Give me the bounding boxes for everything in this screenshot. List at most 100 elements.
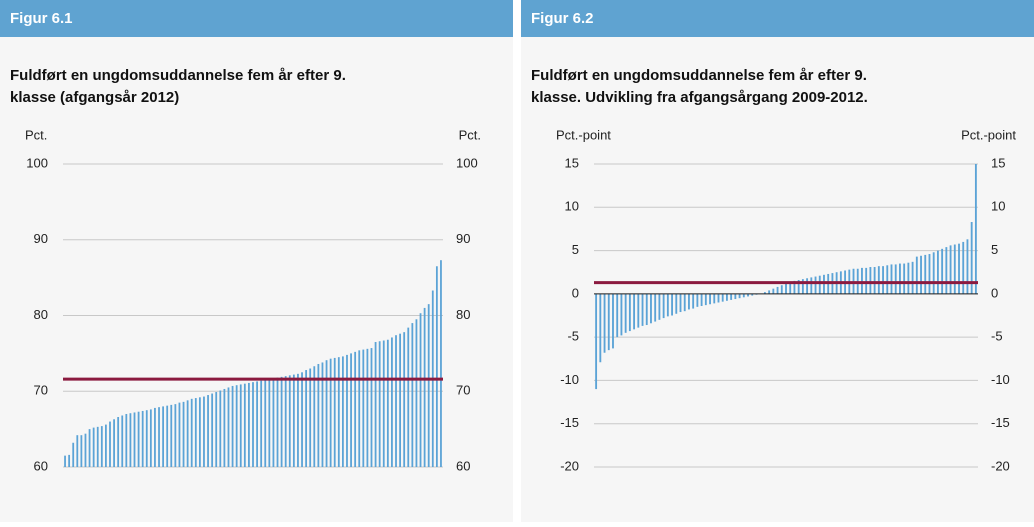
y2-tick-label: 10 (991, 199, 1005, 214)
bar (186, 400, 189, 467)
panel-header (0, 0, 513, 37)
panel-header (521, 0, 1034, 37)
bar (620, 293, 623, 336)
bar (742, 293, 745, 298)
bar (861, 267, 863, 294)
bar (329, 358, 332, 467)
bar (688, 293, 690, 310)
bar (907, 262, 910, 294)
bar (211, 393, 214, 467)
y-tick-label: -20 (560, 458, 579, 473)
bar (945, 247, 948, 294)
bar (121, 415, 124, 467)
bar (137, 411, 140, 467)
bar (911, 261, 914, 294)
bar (64, 455, 66, 467)
bar (354, 351, 357, 467)
bar (692, 293, 695, 309)
bar (941, 248, 944, 294)
bar (117, 417, 120, 467)
bar (633, 293, 636, 330)
bar (974, 164, 977, 294)
bar (915, 256, 918, 294)
bar (763, 292, 766, 294)
chart-title: Fuldført en ungdomsuddannelse fem år eft… (531, 67, 867, 84)
bar (683, 293, 686, 312)
bar (145, 410, 148, 467)
bar (704, 293, 707, 306)
bar (616, 293, 619, 338)
bar (362, 349, 365, 467)
bar (235, 385, 238, 467)
bar (721, 293, 724, 302)
bar (679, 293, 682, 313)
bar (125, 413, 128, 467)
bar (419, 313, 422, 467)
bar (603, 293, 606, 353)
bar (166, 405, 169, 467)
bar (154, 407, 156, 467)
bar (734, 293, 737, 300)
bar (717, 293, 720, 303)
bar (814, 276, 817, 294)
bar (772, 288, 775, 294)
bar (292, 374, 295, 467)
bar (109, 421, 111, 467)
bar (321, 362, 324, 467)
bar (223, 388, 226, 467)
bar (415, 319, 418, 467)
figure-label: Figur 6.1 (10, 10, 73, 27)
bar (624, 293, 627, 333)
bar (198, 397, 201, 467)
bar (231, 385, 234, 467)
bar (966, 239, 969, 294)
bar (928, 254, 931, 294)
bar (182, 401, 185, 467)
bar (650, 293, 652, 324)
y2-tick-label: 80 (456, 307, 470, 322)
bar (174, 404, 177, 467)
bar (72, 442, 75, 467)
y-tick-label: 15 (565, 155, 579, 170)
bar (162, 406, 165, 467)
bar (203, 396, 205, 467)
bar (599, 293, 602, 363)
bar (789, 281, 792, 294)
bar (301, 372, 303, 467)
bar (877, 266, 880, 294)
bar (658, 293, 661, 320)
bar (158, 407, 160, 467)
bar (170, 404, 173, 467)
bar (440, 260, 442, 467)
bar (953, 244, 956, 294)
y-tick-label: 90 (34, 231, 48, 246)
bar (865, 267, 868, 294)
bar (873, 267, 876, 294)
bar (84, 433, 87, 467)
bar (607, 293, 610, 351)
bar (313, 366, 316, 467)
y-tick-label: 70 (34, 383, 48, 398)
bar (105, 424, 107, 467)
bar (713, 293, 716, 304)
bar (810, 277, 813, 294)
chart-title: klasse. Udvikling fra afgangsårgang 2009… (531, 89, 868, 106)
bar (595, 293, 598, 390)
bar (738, 293, 741, 299)
bar (113, 419, 115, 467)
bar (411, 323, 414, 467)
bar (645, 293, 648, 326)
bar (962, 241, 965, 294)
y2-tick-label: 70 (456, 383, 470, 398)
bar (869, 267, 872, 294)
bar (358, 350, 361, 467)
bar (903, 263, 906, 294)
bar (612, 293, 614, 349)
bar (768, 290, 771, 294)
bar (949, 245, 952, 294)
bar (141, 410, 144, 467)
bar (920, 255, 922, 294)
bar (366, 348, 369, 467)
bar (252, 382, 254, 467)
bar (666, 293, 669, 317)
